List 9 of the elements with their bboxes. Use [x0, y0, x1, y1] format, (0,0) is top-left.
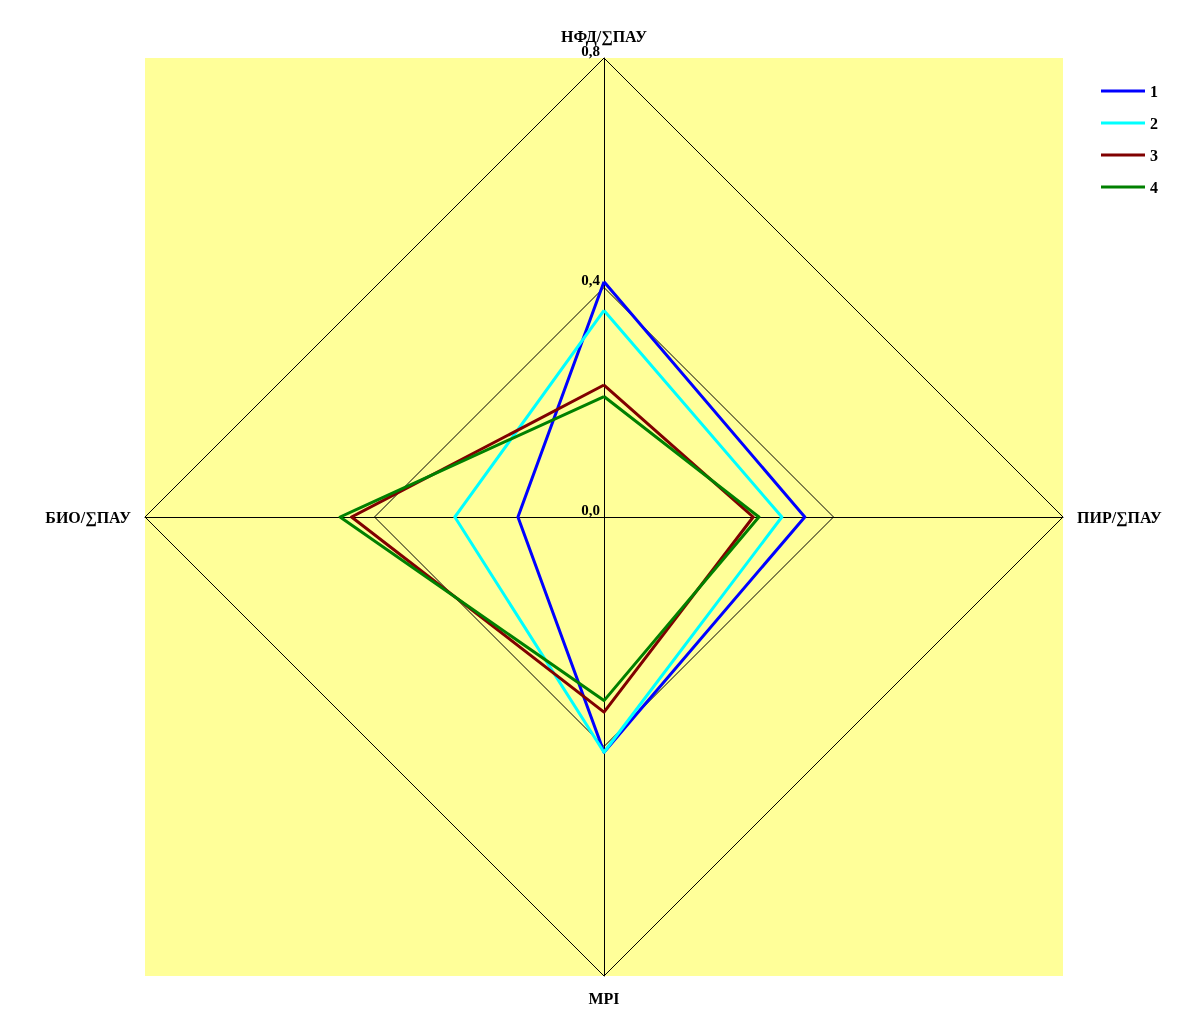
legend-label: 1: [1150, 82, 1158, 100]
legend-label: 4: [1150, 178, 1158, 196]
spoke-label: MPI: [588, 989, 620, 1007]
spoke-label: ПИР/∑ПАУ: [1077, 508, 1163, 527]
y-tick-label: 0,4: [581, 272, 601, 288]
legend-label: 2: [1150, 114, 1158, 132]
spoke-label: БИО/∑ПАУ: [45, 508, 132, 527]
legend-label: 3: [1150, 146, 1158, 164]
y-tick-label: 0,0: [581, 501, 600, 518]
